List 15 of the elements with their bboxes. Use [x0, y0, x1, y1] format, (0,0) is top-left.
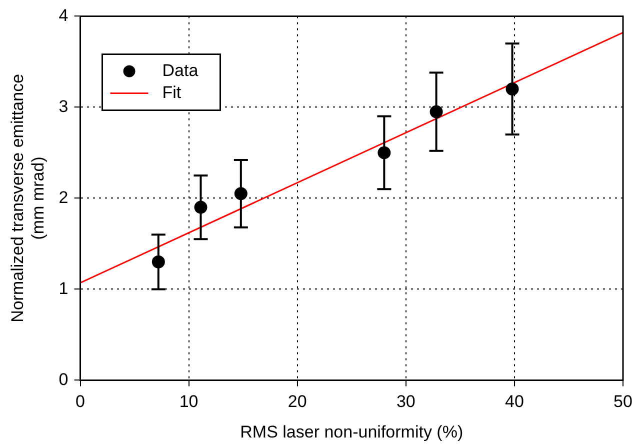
legend-label: Data [162, 60, 199, 80]
legend-label: Fit [162, 82, 182, 102]
x-tick-label: 0 [76, 392, 85, 412]
x-axis-title: RMS laser non-uniformity (%) [240, 422, 464, 442]
y-tick-label: 4 [58, 6, 68, 25]
y-tick-label: 1 [58, 278, 68, 298]
x-tick-label: 20 [288, 392, 307, 412]
y-tick-label: 0 [58, 370, 68, 389]
x-tick-label: 10 [179, 392, 198, 412]
y-axis-title: Normalized transverse emittance (mm mrad) [8, 74, 48, 322]
y-tick-label: 3 [58, 96, 68, 116]
x-tick-label: 40 [504, 392, 524, 412]
x-tick-label: 50 [614, 392, 632, 412]
x-tick-label: 30 [396, 392, 416, 412]
y-tick-label: 2 [58, 188, 68, 207]
